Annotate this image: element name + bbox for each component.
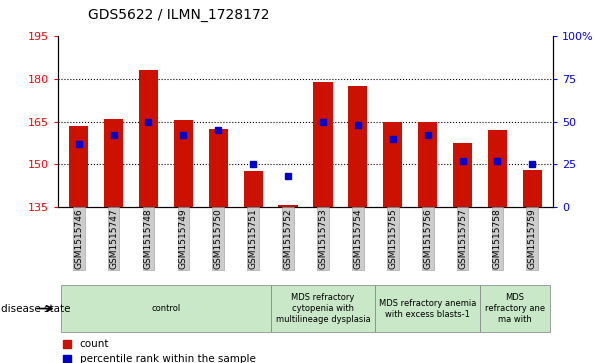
Text: MDS refractory anemia
with excess blasts-1: MDS refractory anemia with excess blasts… — [379, 298, 476, 319]
Text: GSM1515746: GSM1515746 — [74, 208, 83, 269]
Bar — [383, 122, 402, 207]
Bar — [278, 205, 298, 207]
Text: GSM1515751: GSM1515751 — [249, 208, 258, 269]
Bar — [174, 120, 193, 207]
Bar — [69, 126, 88, 207]
Bar — [209, 129, 228, 207]
Text: GSM1515757: GSM1515757 — [458, 208, 467, 269]
Text: GSM1515754: GSM1515754 — [353, 208, 362, 269]
Text: MDS refractory
cytopenia with
multilineage dysplasia: MDS refractory cytopenia with multilinea… — [275, 293, 370, 324]
Text: GSM1515750: GSM1515750 — [214, 208, 223, 269]
Bar — [523, 170, 542, 207]
Text: GSM1515756: GSM1515756 — [423, 208, 432, 269]
Bar — [348, 86, 367, 207]
FancyBboxPatch shape — [61, 285, 271, 333]
FancyBboxPatch shape — [375, 285, 480, 333]
Text: GSM1515749: GSM1515749 — [179, 208, 188, 269]
FancyBboxPatch shape — [480, 285, 550, 333]
Text: GDS5622 / ILMN_1728172: GDS5622 / ILMN_1728172 — [88, 8, 270, 22]
Bar — [104, 119, 123, 207]
Text: GSM1515747: GSM1515747 — [109, 208, 118, 269]
Text: GSM1515758: GSM1515758 — [493, 208, 502, 269]
Text: GSM1515755: GSM1515755 — [389, 208, 397, 269]
Text: disease state: disease state — [1, 303, 70, 314]
FancyBboxPatch shape — [271, 285, 375, 333]
Bar — [313, 82, 333, 207]
Legend: count, percentile rank within the sample: count, percentile rank within the sample — [63, 339, 255, 363]
Bar — [244, 171, 263, 207]
Text: control: control — [151, 304, 181, 313]
Bar — [418, 122, 437, 207]
Bar — [139, 70, 158, 207]
Text: GSM1515759: GSM1515759 — [528, 208, 537, 269]
Text: GSM1515752: GSM1515752 — [283, 208, 292, 269]
Text: MDS
refractory ane
ma with: MDS refractory ane ma with — [485, 293, 545, 324]
Bar — [453, 143, 472, 207]
Bar — [488, 130, 507, 207]
Text: GSM1515753: GSM1515753 — [319, 208, 328, 269]
Text: GSM1515748: GSM1515748 — [144, 208, 153, 269]
